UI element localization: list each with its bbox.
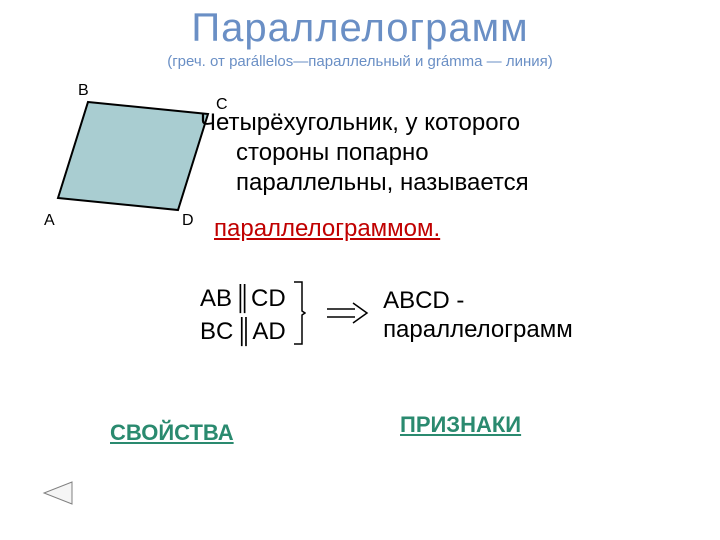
bracket-icon xyxy=(292,280,306,351)
result-line1: ABCD - xyxy=(383,287,464,314)
definition-line1: Четырёхугольник, у которого xyxy=(200,109,520,136)
back-button[interactable] xyxy=(40,480,74,506)
back-arrow-icon xyxy=(40,480,74,506)
condition-2: BC║AD xyxy=(200,316,286,348)
definition-line2: стороны попарно xyxy=(200,138,680,168)
vertex-label-d: D xyxy=(182,212,194,230)
conditions-block: AB║CD BC║AD ABCD - параллелограмм xyxy=(200,280,670,351)
vertex-label-b: B xyxy=(78,82,89,100)
vertex-label-a: A xyxy=(44,212,55,230)
cond1-left: AB xyxy=(200,285,232,312)
condition-1: AB║CD xyxy=(200,283,286,315)
definition-term: параллелограммом. xyxy=(214,214,440,244)
result-line2: параллелограмм xyxy=(383,316,573,343)
properties-link[interactable]: СВОЙСТВА xyxy=(110,420,234,446)
signs-link[interactable]: ПРИЗНАКИ xyxy=(400,412,521,438)
etymology-subtitle: (греч. от parállelos—параллельный и grám… xyxy=(0,53,720,70)
implication-arrow-icon xyxy=(325,301,371,330)
parallel-icon: ║ xyxy=(232,283,251,315)
parallelogram-figure: B C D A xyxy=(30,80,220,240)
cond2-left: BC xyxy=(200,318,233,345)
implication-result: ABCD - параллелограмм xyxy=(383,287,603,345)
cond1-right: CD xyxy=(251,285,286,312)
definition-line3: параллельны, называется xyxy=(200,168,680,198)
page-title: Параллелограмм xyxy=(0,0,720,51)
parallel-conditions: AB║CD BC║AD xyxy=(200,283,286,348)
parallel-icon: ║ xyxy=(233,316,252,348)
definition-text: Четырёхугольник, у которого стороны попа… xyxy=(200,108,680,244)
cond2-right: AD xyxy=(252,318,285,345)
